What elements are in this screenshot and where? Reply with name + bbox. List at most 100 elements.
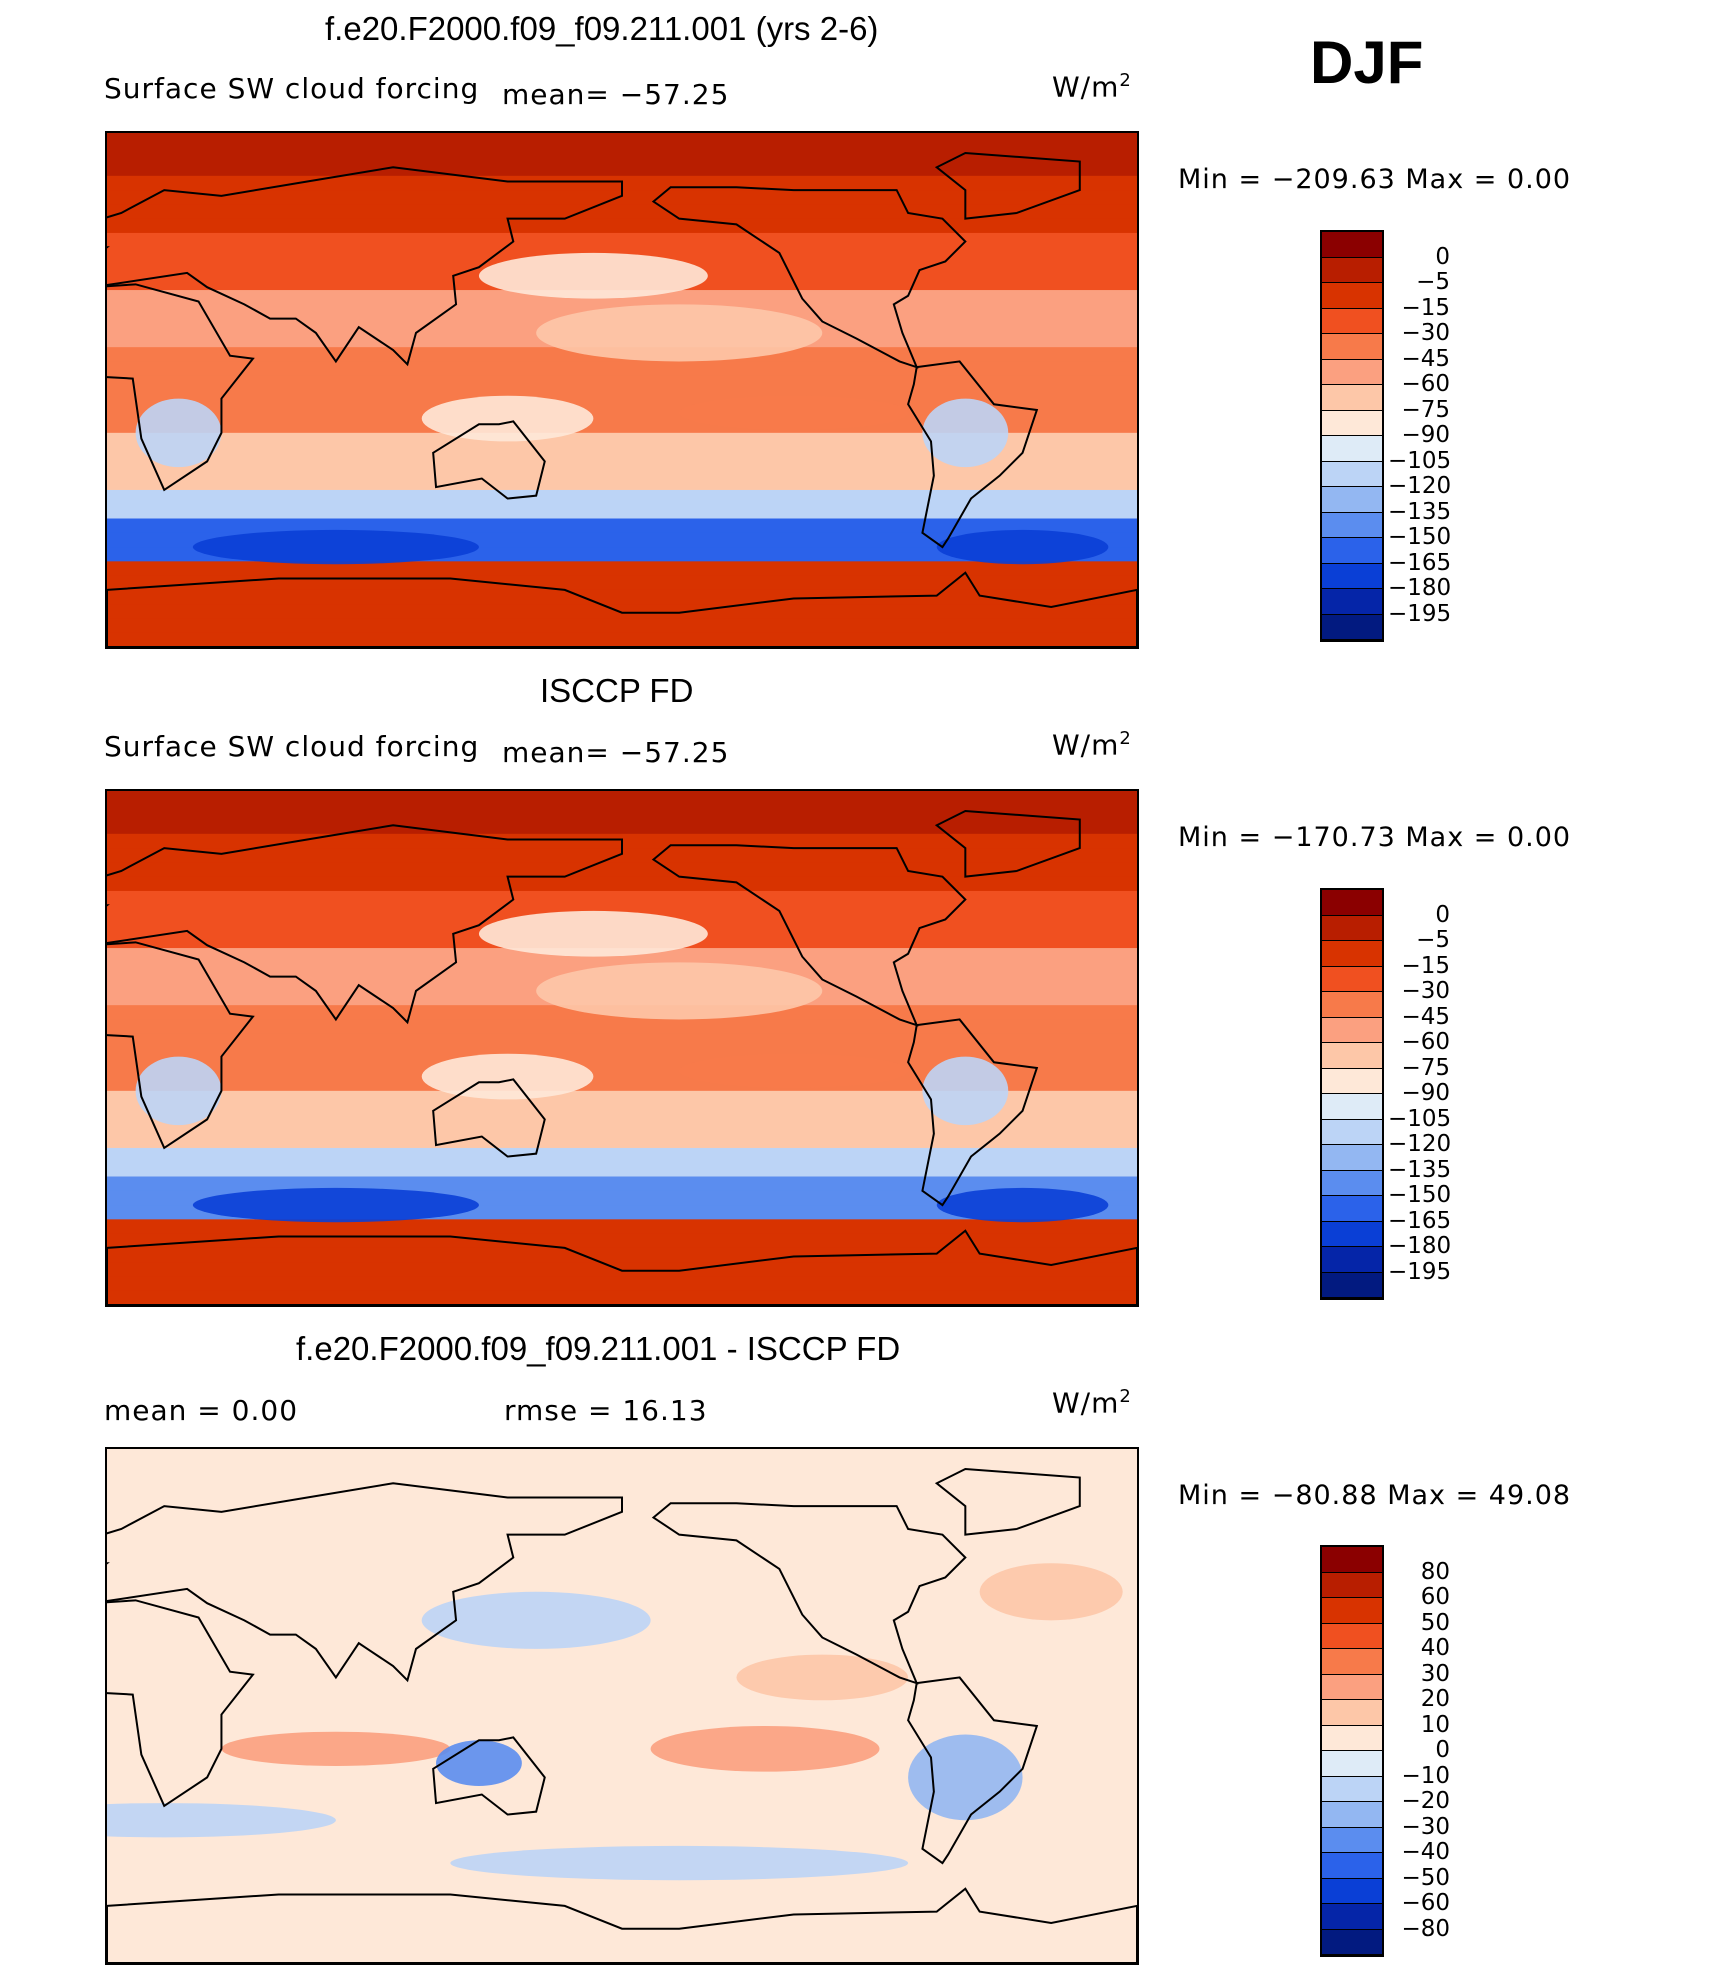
colorbar-swatch [1322, 487, 1382, 513]
colorbar-tick-label: −40 [1401, 1839, 1450, 1865]
colorbar-swatch [1322, 941, 1382, 967]
colorbar-swatch [1322, 538, 1382, 564]
field-band [107, 1948, 1137, 1963]
panel-1-map [105, 131, 1139, 649]
colorbar-tick-label: −105 [1388, 447, 1452, 474]
europe-asia-coastline [107, 166, 623, 367]
field-band [107, 819, 1137, 835]
australia-coastline [432, 420, 546, 500]
north-america-coastline [651, 186, 967, 369]
field-band [107, 589, 1137, 606]
panel-2-units: W/m2 [1052, 728, 1132, 762]
colorbar-tick-label: −10 [1401, 1762, 1450, 1789]
field-band [107, 1534, 1137, 1550]
field-feature [107, 1803, 336, 1838]
colorbar-swatch [1322, 1119, 1382, 1145]
colorbar-swatch [1322, 334, 1382, 360]
colorbar-swatch [1322, 1904, 1382, 1930]
colorbar-tick-label: −75 [1401, 1054, 1450, 1081]
colorbar-swatch [1322, 359, 1382, 385]
colorbar-swatch [1322, 1623, 1382, 1649]
field-feature [936, 529, 1109, 565]
field-band [107, 575, 1137, 591]
field-feature [979, 1563, 1123, 1621]
south-america-coastline [907, 360, 1039, 549]
colorbar-tick-label: −150 [1388, 524, 1452, 550]
field-band [107, 475, 1137, 491]
colorbar-tick-label: 0 [1435, 901, 1450, 928]
field-band [107, 1548, 1137, 1565]
field-band [107, 890, 1137, 907]
colorbar-tick-label: −105 [1388, 1105, 1452, 1132]
field-band [107, 1706, 1137, 1722]
colorbar-swatch [1322, 890, 1382, 916]
colorbar-swatch [1322, 1827, 1382, 1853]
field-band [107, 1691, 1137, 1707]
colorbar-tick-label: −45 [1401, 1003, 1450, 1030]
south-america-coastline [907, 1676, 1039, 1865]
africa-coastline [107, 1599, 255, 1808]
field-band [107, 518, 1137, 534]
colorbar-swatch [1322, 308, 1382, 334]
colorbar-tick-label: −135 [1388, 1156, 1452, 1183]
colorbar-tick-label: −50 [1401, 1864, 1450, 1891]
field-band [107, 1176, 1137, 1192]
field-band [107, 1820, 1137, 1836]
colorbar-tick-label: −30 [1401, 320, 1450, 346]
field-band [107, 1219, 1137, 1235]
colorbar-tick-label: 40 [1420, 1635, 1450, 1661]
colorbar-tick-label: −30 [1401, 1813, 1450, 1840]
europe-asia-coastline [107, 1482, 623, 1683]
field-band [107, 1891, 1137, 1907]
colorbar-swatch [1322, 1674, 1382, 1700]
colorbar-swatches [1320, 1545, 1384, 1957]
colorbar-tick-label: −30 [1401, 978, 1450, 1004]
greenland-coastline [934, 809, 1081, 878]
field-band [107, 1777, 1137, 1793]
colorbar-swatch [1322, 1598, 1382, 1624]
north-america-coastline [651, 844, 967, 1027]
field-band [107, 133, 1137, 149]
field-feature [135, 398, 222, 468]
colorbar-swatch [1322, 915, 1382, 941]
colorbar-swatch [1322, 1094, 1382, 1120]
australia-coastline [432, 1736, 546, 1816]
antarctica-coastline [107, 1887, 1137, 1963]
colorbar-swatch [1322, 1802, 1382, 1828]
colorbar-tick-label: −15 [1401, 952, 1450, 979]
colorbar-swatch [1322, 1547, 1382, 1573]
panel-2-map [105, 789, 1139, 1307]
colorbar-tick-label: −195 [1388, 1258, 1452, 1285]
field-band [107, 204, 1137, 220]
field-feature [936, 1187, 1109, 1223]
colorbar-tick-label: −195 [1388, 600, 1452, 627]
colorbar-swatch [1322, 992, 1382, 1018]
europe-asia-coastline [107, 824, 623, 1025]
colorbar-tick-label: −5 [1416, 269, 1450, 295]
field-band [107, 1477, 1137, 1493]
colorbar-tick-label: 50 [1420, 1609, 1450, 1636]
colorbar-tick-label: 0 [1435, 1737, 1450, 1763]
colorbar-swatch [1322, 410, 1382, 436]
field-band [107, 147, 1137, 163]
field-band [107, 1577, 1137, 1593]
colorbar-swatch [1322, 1196, 1382, 1222]
field-band [107, 161, 1137, 177]
field-band [107, 1877, 1137, 1893]
field-feature [679, 395, 909, 430]
colorbar-tick-label: −180 [1388, 1233, 1452, 1259]
colorbar-tick-label: 80 [1420, 1558, 1450, 1585]
panel-1-variable-label: Surface SW cloud forcing [104, 72, 480, 105]
colorbar-tick-label: −80 [1401, 1915, 1450, 1942]
field-band [107, 1805, 1137, 1822]
colorbar-swatch [1322, 614, 1382, 640]
panel-2-variable-label: Surface SW cloud forcing [104, 730, 480, 763]
colorbar-tick-label: 60 [1420, 1584, 1450, 1610]
colorbar-swatches [1320, 888, 1384, 1300]
colorbar-swatch [1322, 1145, 1382, 1171]
colorbar-swatch [1322, 1272, 1382, 1298]
field-band [107, 361, 1137, 377]
field-band [107, 190, 1137, 206]
colorbar-swatch [1322, 1068, 1382, 1094]
field-band [107, 1019, 1137, 1035]
